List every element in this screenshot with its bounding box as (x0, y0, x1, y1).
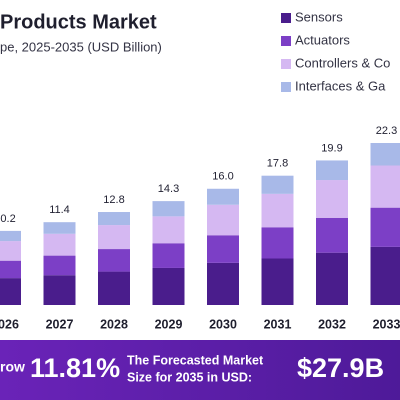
chart-title: Products Market (0, 11, 157, 33)
bar-segment (316, 160, 348, 181)
bar-segment (43, 275, 76, 305)
banner (0, 340, 400, 400)
total-label: 12.8 (103, 194, 124, 206)
legend: Sensors Actuators Controllers & Co Interfac… (281, 9, 390, 93)
bar-segment (261, 193, 294, 228)
total-label: 11.4 (49, 204, 70, 216)
x-tick-label: 2027 (46, 317, 74, 331)
bar-segment (98, 212, 130, 226)
banner-cagr: 11.81% (30, 353, 120, 383)
bar-segment (370, 165, 400, 208)
legend-label: Controllers & Co (295, 55, 390, 70)
bar-segment (0, 230, 21, 242)
x-tick-label: 2028 (100, 317, 128, 331)
total-label: 14.3 (158, 183, 179, 195)
bar-segment (370, 246, 400, 305)
bar-segment (316, 252, 348, 305)
legend-label: Sensors (295, 9, 343, 24)
total-label: 17.8 (267, 158, 288, 170)
bar-segment (152, 243, 185, 268)
bar-segment (98, 249, 130, 272)
banner-caption: The Forecasted Market (127, 353, 264, 367)
x-tick-label: 2031 (264, 317, 292, 331)
banner-lead: row (0, 359, 25, 375)
bar-segment (152, 216, 185, 244)
total-label: 10.2 (0, 213, 16, 225)
bar-segment (152, 267, 185, 305)
total-label: 16.0 (212, 171, 233, 183)
bar-segment (370, 143, 400, 166)
bar-segment (43, 222, 76, 234)
x-tick-label: 2029 (155, 317, 183, 331)
bar-segment (0, 241, 21, 261)
legend-swatch (281, 36, 291, 46)
chart-subtitle: pe, 2025-2035 (USD Billion) (0, 39, 162, 54)
legend-label: Actuators (295, 32, 350, 47)
bar-segment (207, 262, 239, 305)
bar-segment (98, 225, 130, 250)
bar-segment (152, 201, 185, 217)
bar-segment (207, 188, 239, 205)
bar-segment (98, 271, 130, 305)
legend-swatch (281, 82, 291, 92)
legend-swatch (281, 59, 291, 69)
total-label: 22.3 (376, 125, 397, 137)
bar-segment (207, 235, 239, 263)
bar-segment (261, 227, 294, 259)
bar-segment (0, 278, 21, 305)
banner-caption: Size for 2035 in USD: (127, 370, 252, 384)
bar-segment (316, 180, 348, 218)
total-label: 19.9 (321, 142, 342, 154)
bar-segment (207, 204, 239, 236)
bar-segment (43, 233, 76, 256)
legend-label: Interfaces & Ga (295, 78, 386, 93)
x-tick-label: 2030 (209, 317, 237, 331)
bar-segment (316, 217, 348, 253)
bar-segment (261, 175, 294, 194)
bar-segment (370, 207, 400, 247)
bar-segment (261, 258, 294, 305)
banner-forecast: $27.9B (297, 353, 384, 383)
bar-segment (0, 260, 21, 279)
legend-swatch (281, 13, 291, 23)
x-tick-label: 2033 (373, 317, 400, 331)
x-tick-label: 2032 (318, 317, 346, 331)
bar-segment (43, 255, 76, 276)
